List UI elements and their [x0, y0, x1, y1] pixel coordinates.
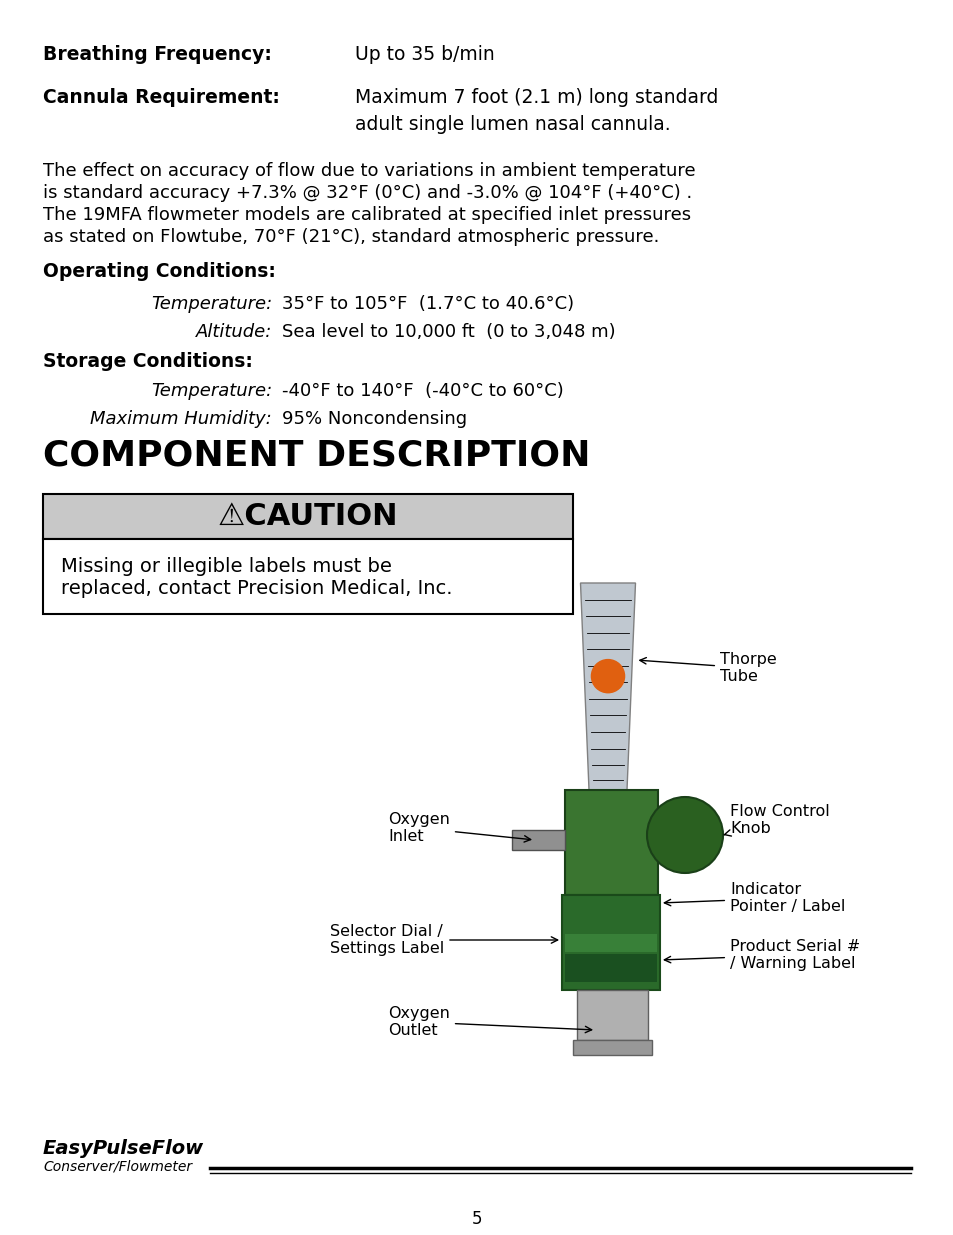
Bar — [564, 953, 657, 982]
Bar — [573, 1040, 651, 1055]
Text: Thorpe
Tube: Thorpe Tube — [639, 652, 776, 684]
Text: Temperature:: Temperature: — [151, 382, 272, 400]
Text: Selector Dial /
Settings Label: Selector Dial / Settings Label — [330, 924, 558, 956]
Text: Sea level to 10,000 ft  (0 to 3,048 m): Sea level to 10,000 ft (0 to 3,048 m) — [282, 324, 615, 341]
Text: ⚠CAUTION: ⚠CAUTION — [217, 501, 397, 531]
Bar — [43, 538, 573, 614]
Text: Maximum 7 foot (2.1 m) long standard: Maximum 7 foot (2.1 m) long standard — [355, 88, 718, 107]
Polygon shape — [579, 583, 635, 790]
Text: Maximum Humidity:: Maximum Humidity: — [91, 410, 272, 429]
Text: 5: 5 — [471, 1210, 482, 1228]
Text: -40°F to 140°F  (-40°C to 60°C): -40°F to 140°F (-40°C to 60°C) — [282, 382, 563, 400]
Bar — [561, 895, 659, 990]
Text: Operating Conditions:: Operating Conditions: — [43, 262, 275, 282]
Text: Indicator
Pointer / Label: Indicator Pointer / Label — [663, 882, 844, 914]
Text: Missing or illegible labels must be: Missing or illegible labels must be — [61, 557, 392, 576]
Text: is standard accuracy +7.3% @ 32°F (0°C) and -3.0% @ 104°F (+40°C) .: is standard accuracy +7.3% @ 32°F (0°C) … — [43, 184, 692, 203]
Text: The 19MFA flowmeter models are calibrated at specified inlet pressures: The 19MFA flowmeter models are calibrate… — [43, 206, 690, 224]
Text: The effect on accuracy of flow due to variations in ambient temperature: The effect on accuracy of flow due to va… — [43, 162, 695, 180]
Text: Storage Conditions:: Storage Conditions: — [43, 352, 253, 370]
Text: Up to 35 b/min: Up to 35 b/min — [355, 44, 495, 64]
Text: EasyPulseFlow: EasyPulseFlow — [43, 1139, 204, 1158]
Bar — [564, 790, 658, 895]
Text: Oxygen
Outlet: Oxygen Outlet — [388, 1005, 591, 1039]
Text: Cannula Requirement:: Cannula Requirement: — [43, 88, 279, 107]
Text: replaced, contact Precision Medical, Inc.: replaced, contact Precision Medical, Inc… — [61, 579, 452, 598]
Text: Conserver/Flowmeter: Conserver/Flowmeter — [43, 1160, 192, 1174]
Bar — [512, 830, 564, 850]
Text: Temperature:: Temperature: — [151, 295, 272, 312]
Text: COMPONENT DESCRIPTION: COMPONENT DESCRIPTION — [43, 438, 590, 472]
Bar — [564, 934, 657, 952]
Text: Oxygen
Inlet: Oxygen Inlet — [388, 811, 530, 845]
Text: Product Serial #
/ Warning Label: Product Serial # / Warning Label — [663, 939, 860, 971]
Text: Flow Control
Knob: Flow Control Knob — [723, 804, 829, 836]
Text: adult single lumen nasal cannula.: adult single lumen nasal cannula. — [355, 115, 670, 135]
Bar — [43, 494, 573, 538]
Text: as stated on Flowtube, 70°F (21°C), standard atmospheric pressure.: as stated on Flowtube, 70°F (21°C), stan… — [43, 228, 659, 246]
Text: Breathing Frequency:: Breathing Frequency: — [43, 44, 272, 64]
Circle shape — [591, 659, 624, 693]
Ellipse shape — [646, 797, 722, 873]
Text: Altitude:: Altitude: — [195, 324, 272, 341]
Text: 35°F to 105°F  (1.7°C to 40.6°C): 35°F to 105°F (1.7°C to 40.6°C) — [282, 295, 574, 312]
Bar — [577, 990, 647, 1040]
Text: 95% Noncondensing: 95% Noncondensing — [282, 410, 467, 429]
